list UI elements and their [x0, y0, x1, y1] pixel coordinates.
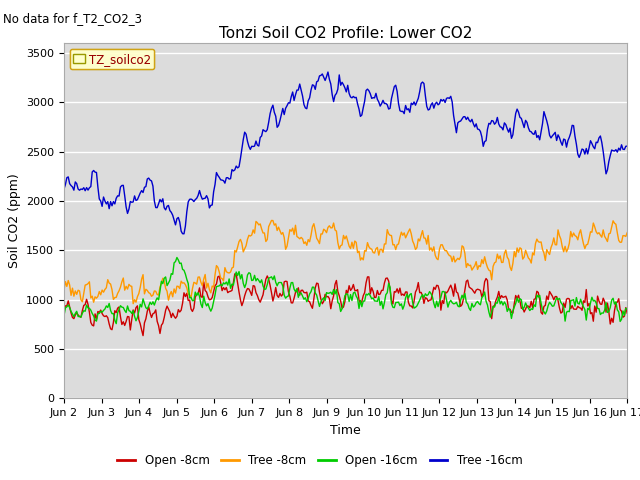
Legend: Open -8cm, Tree -8cm, Open -16cm, Tree -16cm: Open -8cm, Tree -8cm, Open -16cm, Tree -… — [113, 449, 527, 472]
X-axis label: Time: Time — [330, 424, 361, 437]
Text: No data for f_T2_CO2_3: No data for f_T2_CO2_3 — [3, 12, 142, 25]
Legend: TZ_soilco2: TZ_soilco2 — [70, 49, 154, 69]
Title: Tonzi Soil CO2 Profile: Lower CO2: Tonzi Soil CO2 Profile: Lower CO2 — [219, 25, 472, 41]
Y-axis label: Soil CO2 (ppm): Soil CO2 (ppm) — [8, 173, 20, 268]
